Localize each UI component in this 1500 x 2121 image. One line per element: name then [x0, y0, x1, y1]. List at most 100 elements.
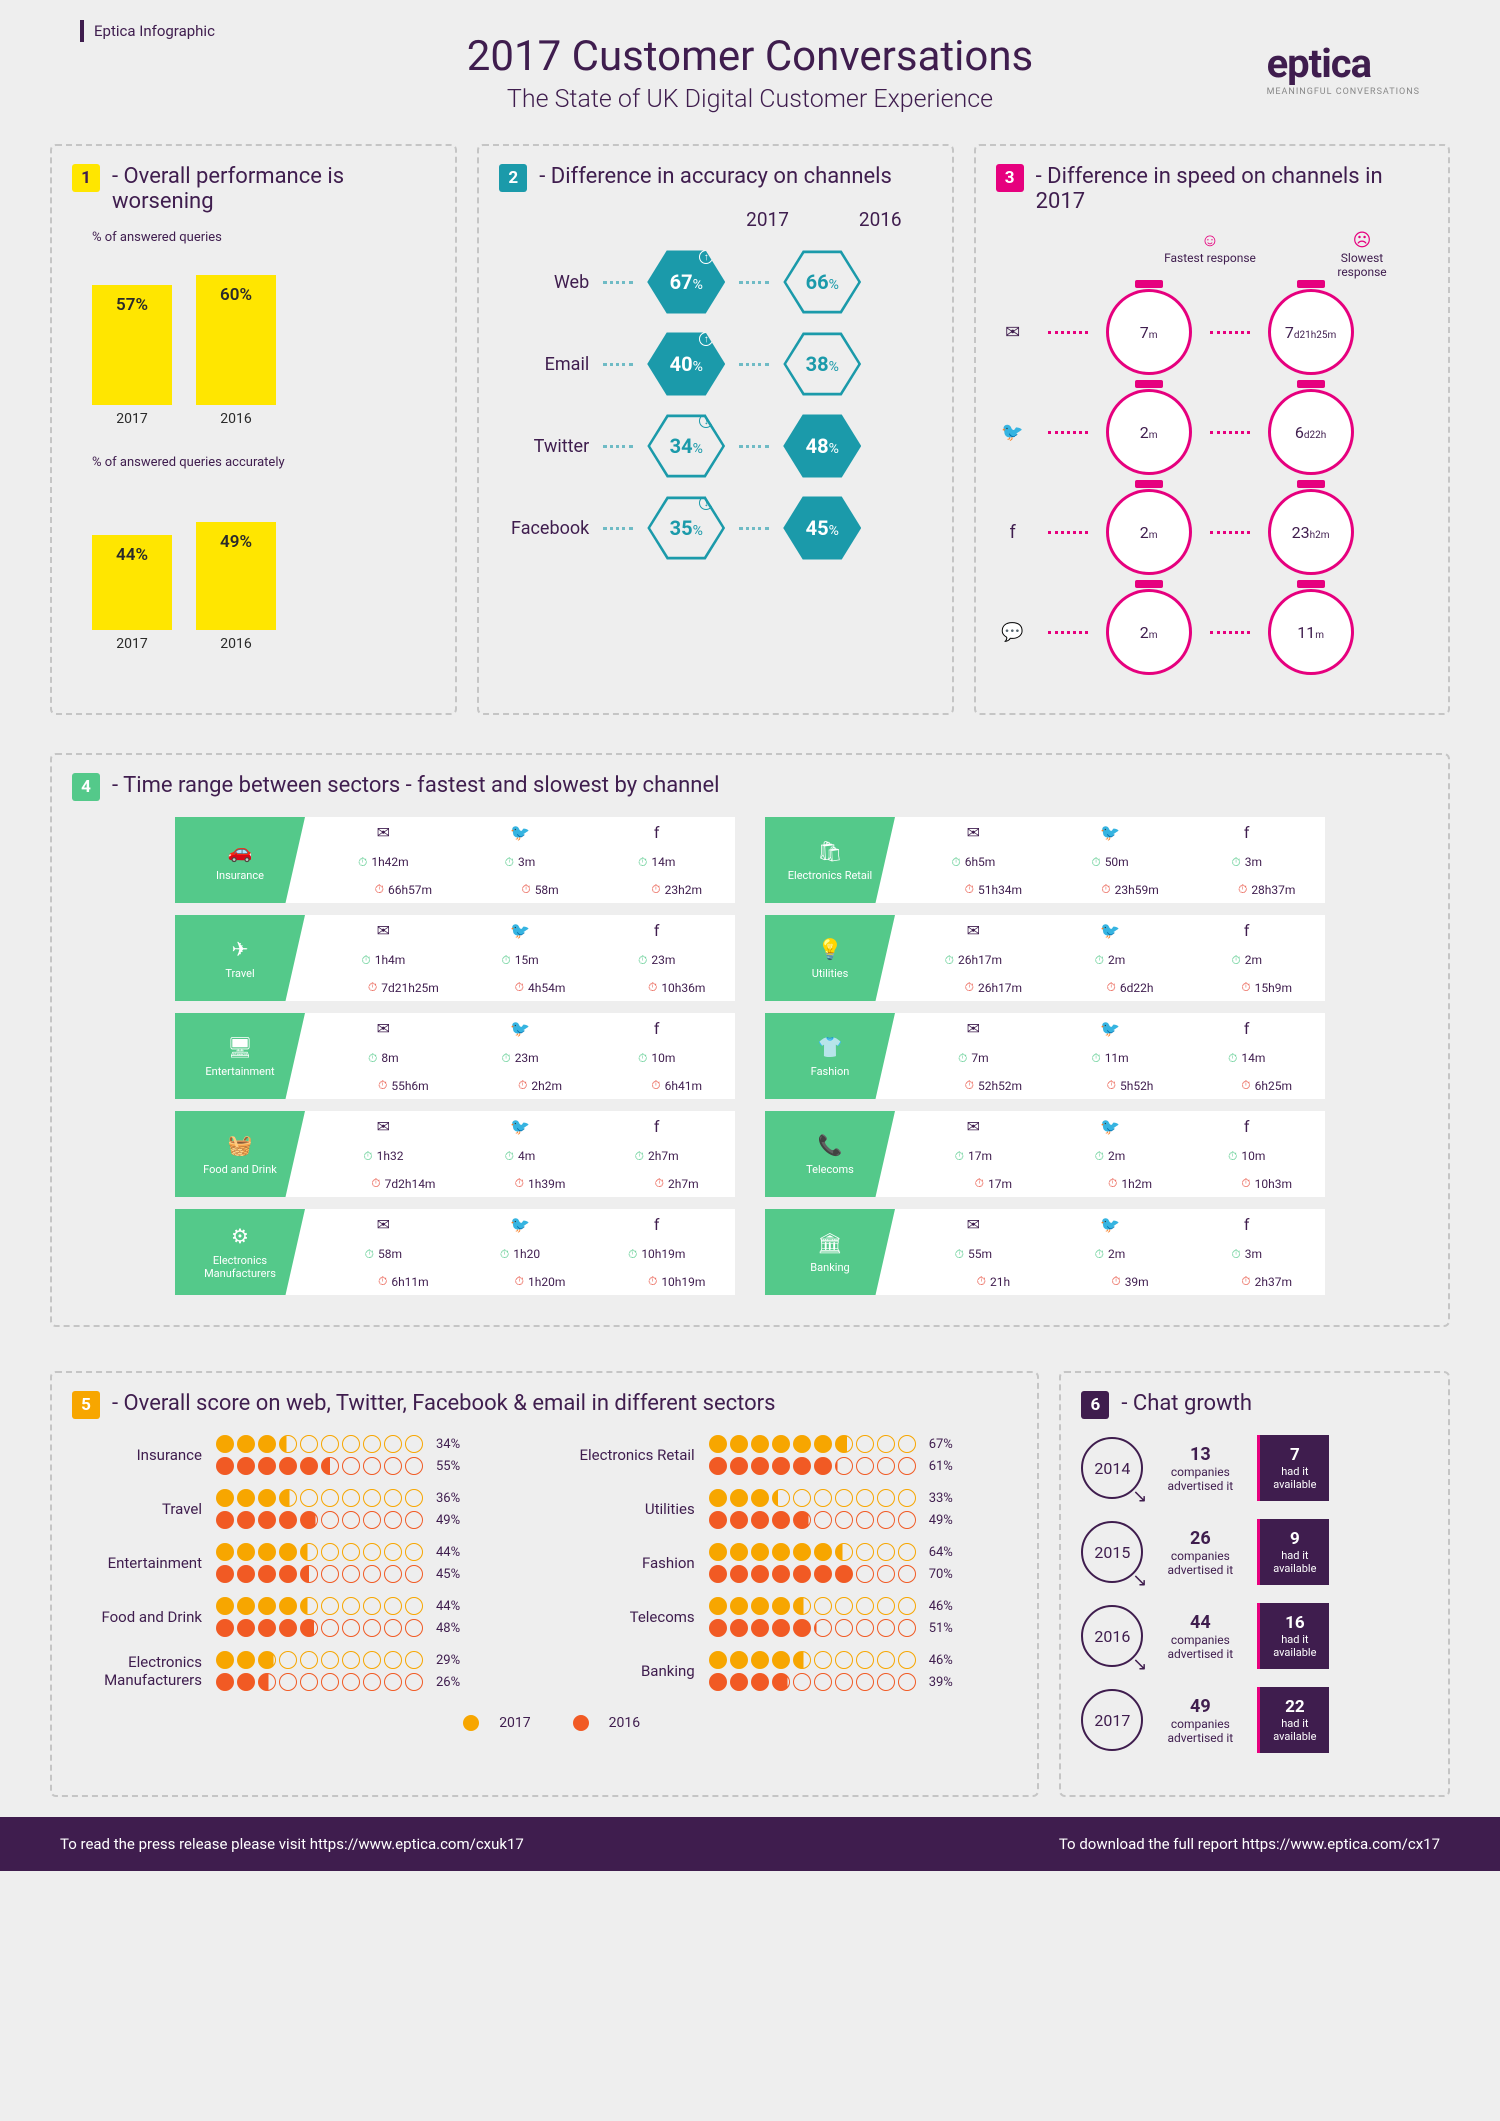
score-dot [321, 1511, 339, 1529]
slowest-head: ☹Slowest response [1316, 230, 1408, 279]
sector-icon: ✈ [232, 937, 249, 961]
panel-5: 5 - Overall score on web, Twitter, Faceb… [50, 1371, 1039, 1797]
score-dot [258, 1489, 276, 1507]
score-dot [730, 1673, 748, 1691]
trend-arrow: ↓ [699, 414, 713, 428]
score-dot [342, 1435, 360, 1453]
slowest-value: ⏱6d22h [1082, 980, 1179, 995]
dots [739, 363, 769, 366]
score-pct: 48% [436, 1621, 476, 1636]
channel-col: ✉⏱6h5m⏱51h34m [905, 823, 1042, 897]
score-dot [300, 1619, 318, 1637]
hex-2017: ↑67% [647, 247, 725, 317]
score-dot [363, 1619, 381, 1637]
panel-6-title: 6 - Chat growth [1081, 1391, 1428, 1419]
score-dot [730, 1651, 748, 1669]
panel-1-title: 1 - Overall performance is worsening [72, 164, 435, 214]
score-dot [772, 1457, 790, 1475]
fastest-value: ⏱2m [1042, 1149, 1179, 1164]
dots [739, 281, 769, 284]
channel-col: 🐦⏱23m⏱2h2m [452, 1019, 589, 1093]
score-dot [216, 1565, 234, 1583]
dot-line: 64% [709, 1543, 969, 1561]
dot-line: 36% [216, 1489, 476, 1507]
dot-set: 44%45% [216, 1543, 476, 1583]
score-dot [300, 1543, 318, 1561]
hex-2016: 66% [783, 247, 861, 317]
score-pct: 45% [436, 1567, 476, 1582]
score-dot [835, 1435, 853, 1453]
score-dot [772, 1565, 790, 1583]
score-pct: 46% [929, 1599, 969, 1614]
score-dot [898, 1597, 916, 1615]
fastest-value: ⏱7m [905, 1051, 1042, 1066]
main-title: 2017 Customer Conversations [80, 32, 1420, 81]
score-row: Telecoms46%51% [565, 1597, 1018, 1637]
score-dot [216, 1619, 234, 1637]
score-dot [321, 1651, 339, 1669]
fastest-value: ⏱23m [588, 953, 725, 968]
dots [1048, 531, 1088, 534]
score-dot [772, 1435, 790, 1453]
score-dot [730, 1597, 748, 1615]
speed-row: 🐦2m6d22h [996, 389, 1428, 475]
sector-body: ✉⏱1h32⏱7d2h14m🐦⏱4m⏱1h39mf⏱2h7m⏱2h7m [305, 1111, 735, 1197]
score-dot [279, 1457, 297, 1475]
slowest-value: ⏱2h7m [628, 1176, 725, 1191]
brand-logo: eptica MEANINGFUL CONVERSATIONS [1267, 40, 1420, 97]
dots [739, 527, 769, 530]
score-dot [342, 1673, 360, 1691]
channel-icon: ✉ [315, 823, 452, 842]
panel-4-num: 4 [72, 773, 100, 801]
sector-name: Banking [565, 1662, 695, 1680]
panel-3-rows: ✉7m7d21h25m🐦2m6d22hf2m23h2m💬2m11m [996, 289, 1428, 675]
score-dot [216, 1673, 234, 1691]
score-row: Electronics Manufacturers29%26% [72, 1651, 525, 1691]
dots [603, 445, 633, 448]
score-dot [363, 1651, 381, 1669]
sector-label: 💡Utilities [765, 915, 895, 1001]
score-dot [237, 1543, 255, 1561]
bar: 44%2017 [92, 535, 172, 630]
score-dot [709, 1619, 727, 1637]
score-dot [793, 1435, 811, 1453]
header-tab: Eptica Infographic [80, 20, 225, 42]
score-dot [730, 1457, 748, 1475]
score-dot [751, 1597, 769, 1615]
sector-name: Entertainment [72, 1554, 202, 1572]
channel-col: ✉⏱17m⏱17m [905, 1117, 1042, 1191]
dot-set: 34%55% [216, 1435, 476, 1475]
advertised: 44companies advertised it [1155, 1612, 1245, 1661]
channel-icon: 🐦 [1042, 1019, 1179, 1038]
score-dot [856, 1543, 874, 1561]
sector-col-left: 🚗Insurance✉⏱1h42m⏱66h57m🐦⏱3m⏱58mf⏱14m⏱23… [175, 817, 735, 1295]
score-grid: Insurance34%55%Travel36%49%Entertainment… [72, 1435, 1017, 1705]
sector-body: ✉⏱6h5m⏱51h34m🐦⏱50m⏱23h59mf⏱3m⏱28h37m [895, 817, 1325, 903]
sector-card: 🛍Electronics Retail✉⏱6h5m⏱51h34m🐦⏱50m⏱23… [765, 817, 1325, 903]
dot-line: 39% [709, 1673, 969, 1691]
dot-line: 29% [216, 1651, 476, 1669]
channel-icon: 🐦 [452, 921, 589, 940]
dot-line: 33% [709, 1489, 969, 1507]
slowest-value: ⏱10h36m [628, 980, 725, 995]
score-dot [877, 1565, 895, 1583]
score-dot [279, 1489, 297, 1507]
score-dot [258, 1543, 276, 1561]
score-dot [405, 1565, 423, 1583]
score-dot [384, 1651, 402, 1669]
fastest-value: ⏱2m [1042, 1247, 1179, 1262]
accuracy-row: Facebook↓35%45% [499, 493, 931, 563]
score-dot [300, 1489, 318, 1507]
score-dot [342, 1543, 360, 1561]
dot-set: 44%48% [216, 1597, 476, 1637]
score-dot [405, 1597, 423, 1615]
score-pct: 49% [436, 1513, 476, 1528]
channel-col: 🐦⏱50m⏱23h59m [1042, 823, 1179, 897]
score-dot [793, 1511, 811, 1529]
sector-body: ✉⏱8m⏱55h6m🐦⏱23m⏱2h2mf⏱10m⏱6h41m [305, 1013, 735, 1099]
subtitle: The State of UK Digital Customer Experie… [80, 85, 1420, 114]
score-row: Entertainment 44%45% [72, 1543, 525, 1583]
slowest-value: ⏱39m [1082, 1274, 1179, 1289]
score-col-left: Insurance34%55%Travel36%49%Entertainment… [72, 1435, 525, 1705]
score-dot [384, 1597, 402, 1615]
